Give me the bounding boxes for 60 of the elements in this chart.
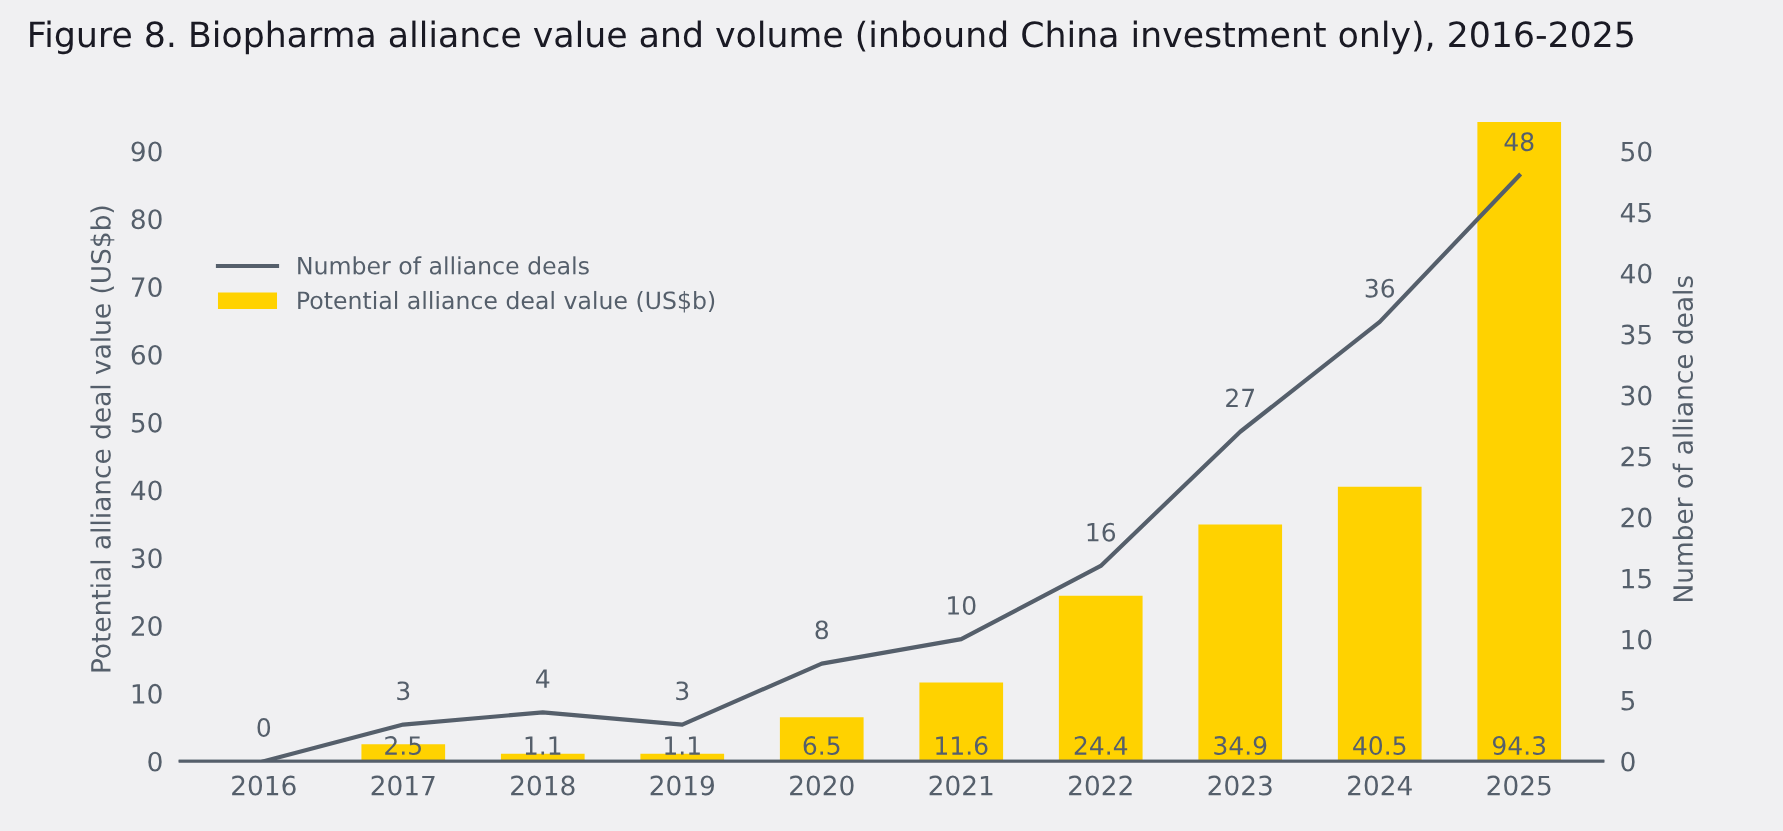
y2-tick-label: 40 xyxy=(1620,263,1652,284)
y2-tick-label: 50 xyxy=(1621,141,1652,162)
data-label: 6.5 xyxy=(803,736,840,755)
y-tick-label: 30 xyxy=(131,548,162,569)
x-tick-label: 2024 xyxy=(1348,775,1412,796)
y-tick-label: 10 xyxy=(132,683,162,704)
legend-label: Potential alliance deal value (US$b) xyxy=(298,290,715,313)
y2-tick-label: 35 xyxy=(1621,324,1651,345)
x-tick-label: 2018 xyxy=(511,775,575,796)
data-label: 48 xyxy=(1504,132,1534,152)
y2-tick-label: 20 xyxy=(1621,507,1652,528)
data-label: 1.1 xyxy=(525,736,561,755)
bar xyxy=(1058,595,1143,762)
x-tick-label: 2023 xyxy=(1208,775,1272,796)
data-label: 34.9 xyxy=(1214,736,1267,755)
bar xyxy=(779,717,864,762)
data-label: 8 xyxy=(815,620,828,640)
data-label: 16 xyxy=(1087,522,1116,542)
y-tick-label: 90 xyxy=(131,141,162,162)
data-label: 11.6 xyxy=(936,736,988,755)
y-tick-label: 60 xyxy=(131,344,162,365)
x-tick-label: 2016 xyxy=(232,775,296,796)
x-tick-label: 2022 xyxy=(1069,775,1132,796)
x-tick-label: 2025 xyxy=(1487,775,1551,796)
x-tick-label: 2020 xyxy=(790,775,854,796)
data-label: 40.5 xyxy=(1353,736,1406,755)
y-tick-label: 50 xyxy=(131,412,162,433)
y-tick-label: 80 xyxy=(131,209,162,230)
data-label: 24.4 xyxy=(1074,736,1128,755)
data-label: 94.3 xyxy=(1492,736,1546,755)
y2-tick-label: 15 xyxy=(1622,568,1651,589)
y2-tick-label: 30 xyxy=(1621,385,1652,406)
bar xyxy=(919,682,1004,762)
data-label: 10 xyxy=(948,595,976,615)
chart-title: Figure 8. Biopharma alliance value and volume (inbound China investment only), 2016-2025 xyxy=(30,20,1633,55)
y2-axis-title: Number of alliance deals xyxy=(1672,276,1694,601)
y2-tick-label: 10 xyxy=(1622,629,1652,650)
bar xyxy=(1337,486,1422,762)
y2-tick-label: 0 xyxy=(1621,751,1635,772)
bar xyxy=(1198,524,1283,762)
y2-tick-label: 5 xyxy=(1621,690,1635,711)
data-label: 0 xyxy=(257,718,271,737)
bar xyxy=(1477,121,1562,762)
y2-tick-label: 45 xyxy=(1620,202,1651,223)
x-tick-label: 2017 xyxy=(371,775,435,796)
data-label: 1.1 xyxy=(665,736,700,755)
data-label: 3 xyxy=(397,681,410,701)
data-label: 36 xyxy=(1365,278,1395,298)
y-tick-label: 70 xyxy=(132,277,162,298)
y-tick-label: 40 xyxy=(131,480,162,501)
y-tick-label: 0 xyxy=(148,751,162,772)
data-label: 3 xyxy=(676,681,689,701)
data-label: 27 xyxy=(1226,388,1254,408)
data-label: 4 xyxy=(536,669,550,688)
y-tick-label: 20 xyxy=(131,616,162,637)
x-tick-label: 2019 xyxy=(650,775,714,796)
y-axis-title: Potential alliance deal value (US$b) xyxy=(90,206,115,672)
y2-tick-label: 25 xyxy=(1621,446,1651,467)
legend-label: Number of alliance deals xyxy=(298,256,589,275)
x-tick-label: 2021 xyxy=(929,775,993,796)
